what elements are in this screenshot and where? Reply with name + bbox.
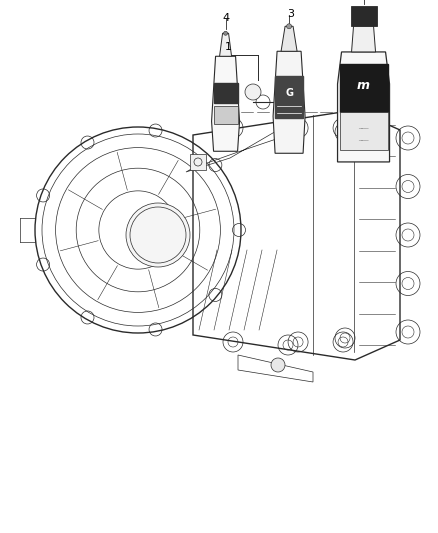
Polygon shape [190,154,206,170]
Polygon shape [219,33,232,56]
Text: m: m [357,79,370,92]
Polygon shape [273,51,305,154]
Bar [350,6,377,26]
Text: 3: 3 [288,9,295,19]
Bar [275,76,303,118]
Circle shape [286,24,292,29]
Polygon shape [338,52,389,162]
Text: ___: ___ [358,135,369,141]
Polygon shape [281,26,297,51]
Text: 1: 1 [225,42,232,52]
Bar [214,106,237,124]
Circle shape [223,31,228,35]
Circle shape [126,203,190,267]
Polygon shape [352,26,375,52]
Text: G: G [285,88,293,98]
Bar [339,112,388,150]
Polygon shape [212,56,240,151]
Bar [214,83,237,103]
Circle shape [271,358,285,372]
Bar [339,64,388,112]
Text: 4: 4 [222,13,229,23]
Text: 2: 2 [362,0,369,2]
Circle shape [245,84,261,100]
Text: ___: ___ [358,123,369,129]
